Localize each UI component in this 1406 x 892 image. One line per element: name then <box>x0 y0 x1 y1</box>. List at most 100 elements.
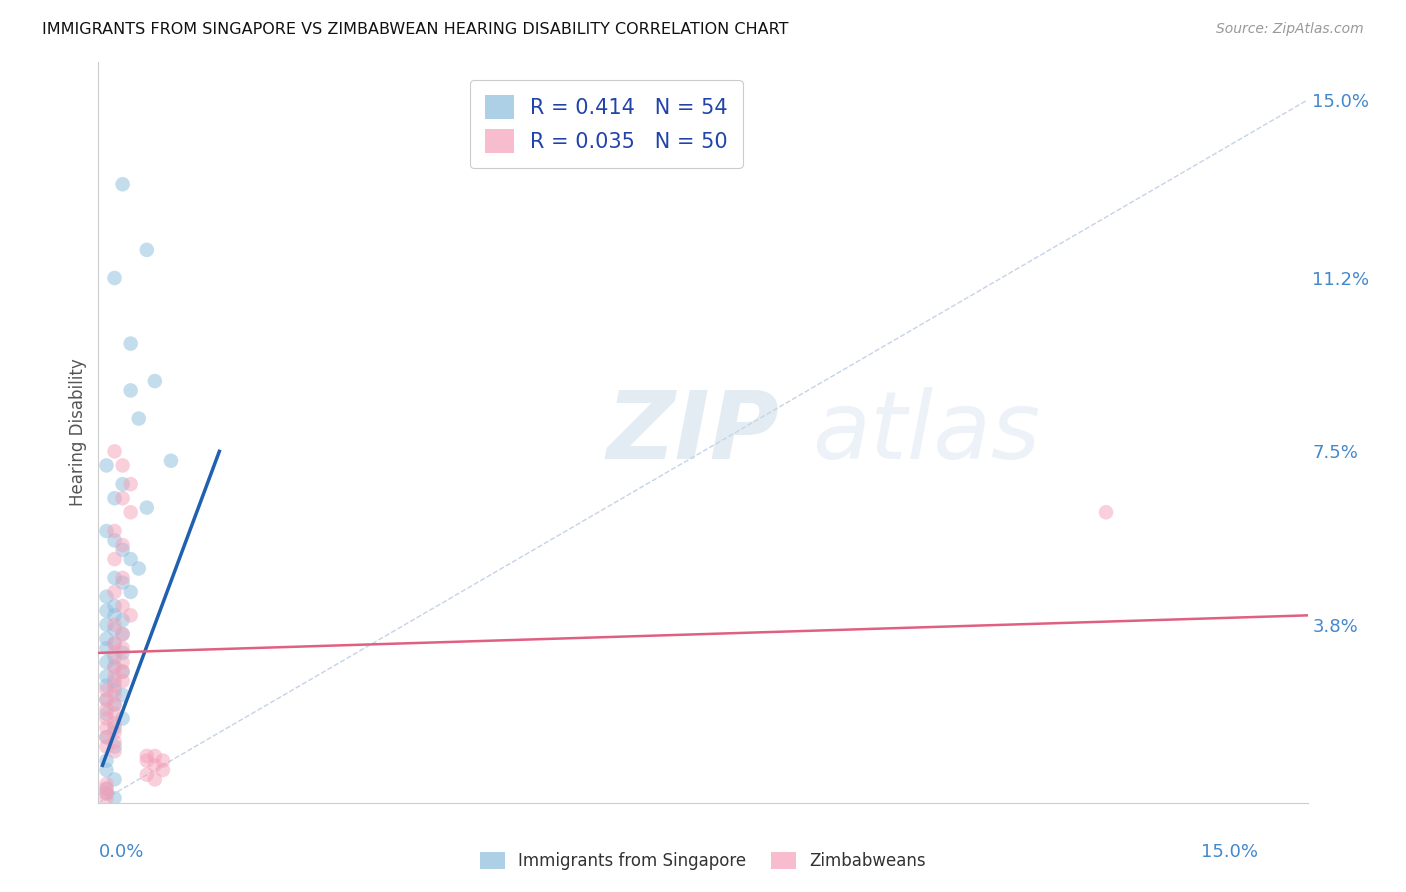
Text: IMMIGRANTS FROM SINGAPORE VS ZIMBABWEAN HEARING DISABILITY CORRELATION CHART: IMMIGRANTS FROM SINGAPORE VS ZIMBABWEAN … <box>42 22 789 37</box>
Point <box>111 627 134 641</box>
Legend: R = 0.414   N = 54, R = 0.035   N = 50: R = 0.414 N = 54, R = 0.035 N = 50 <box>470 80 742 168</box>
Point <box>128 561 150 575</box>
Point <box>120 608 142 623</box>
Point <box>111 641 134 656</box>
Point <box>120 477 142 491</box>
Point <box>111 673 134 688</box>
Point <box>103 673 125 688</box>
Point <box>103 650 125 665</box>
Point <box>96 706 118 721</box>
Point <box>103 739 125 754</box>
Point <box>143 748 166 763</box>
Point <box>103 669 125 683</box>
Point <box>103 608 125 623</box>
Point <box>152 763 174 777</box>
Point <box>120 552 142 566</box>
Point <box>143 758 166 772</box>
Point <box>111 599 134 613</box>
Point <box>103 552 125 566</box>
Point <box>96 739 118 754</box>
Point <box>120 384 142 398</box>
Point <box>135 500 157 515</box>
Point <box>111 571 134 585</box>
Point <box>111 491 134 506</box>
Point <box>103 533 125 548</box>
Point <box>96 702 118 716</box>
Point <box>111 613 134 627</box>
Point <box>143 374 166 388</box>
Point <box>103 271 125 285</box>
Point <box>111 538 134 552</box>
Point <box>96 781 118 796</box>
Y-axis label: Hearing Disability: Hearing Disability <box>69 359 87 507</box>
Point <box>143 772 166 787</box>
Point <box>103 491 125 506</box>
Point <box>111 627 134 641</box>
Point <box>120 505 142 519</box>
Point <box>96 679 118 693</box>
Point <box>103 617 125 632</box>
Point <box>103 571 125 585</box>
Point <box>96 617 118 632</box>
Point <box>111 542 134 557</box>
Point <box>103 524 125 538</box>
Point <box>103 679 125 693</box>
Point <box>111 575 134 590</box>
Point <box>103 698 125 712</box>
Point <box>96 786 118 800</box>
Point <box>103 698 125 712</box>
Point <box>96 754 118 768</box>
Point <box>103 660 125 674</box>
Point <box>96 669 118 683</box>
Point <box>111 665 134 679</box>
Point <box>96 524 118 538</box>
Point <box>111 655 134 669</box>
Point <box>103 646 125 660</box>
Text: atlas: atlas <box>811 387 1040 478</box>
Point <box>120 336 142 351</box>
Text: 0.0%: 0.0% <box>98 843 143 861</box>
Point <box>96 786 118 800</box>
Point <box>103 623 125 637</box>
Point <box>160 454 183 468</box>
Point <box>111 178 134 192</box>
Point <box>103 716 125 731</box>
Point <box>128 411 150 425</box>
Point <box>103 585 125 599</box>
Point <box>111 458 134 473</box>
Point <box>111 711 134 725</box>
Point <box>103 636 125 650</box>
Legend: Immigrants from Singapore, Zimbabweans: Immigrants from Singapore, Zimbabweans <box>474 845 932 877</box>
Point <box>103 683 125 698</box>
Point <box>120 585 142 599</box>
Point <box>96 730 118 744</box>
Point <box>103 636 125 650</box>
Point <box>96 641 118 656</box>
Point <box>135 767 157 781</box>
Point <box>103 772 125 787</box>
Point <box>111 477 134 491</box>
Point <box>103 660 125 674</box>
Point <box>96 791 118 805</box>
Point <box>96 692 118 706</box>
Point <box>96 730 118 744</box>
Point <box>103 444 125 458</box>
Point <box>111 688 134 702</box>
Point <box>103 744 125 758</box>
Point <box>103 791 125 805</box>
Point <box>103 706 125 721</box>
Text: ZIP: ZIP <box>606 386 779 479</box>
Point <box>103 688 125 702</box>
Point <box>111 646 134 660</box>
Point <box>152 754 174 768</box>
Point <box>96 692 118 706</box>
Point <box>96 721 118 735</box>
Point <box>135 748 157 763</box>
Point <box>135 243 157 257</box>
Point <box>135 754 157 768</box>
Point <box>96 590 118 604</box>
Point <box>96 781 118 796</box>
Point <box>96 763 118 777</box>
Text: Source: ZipAtlas.com: Source: ZipAtlas.com <box>1216 22 1364 37</box>
Point <box>103 721 125 735</box>
